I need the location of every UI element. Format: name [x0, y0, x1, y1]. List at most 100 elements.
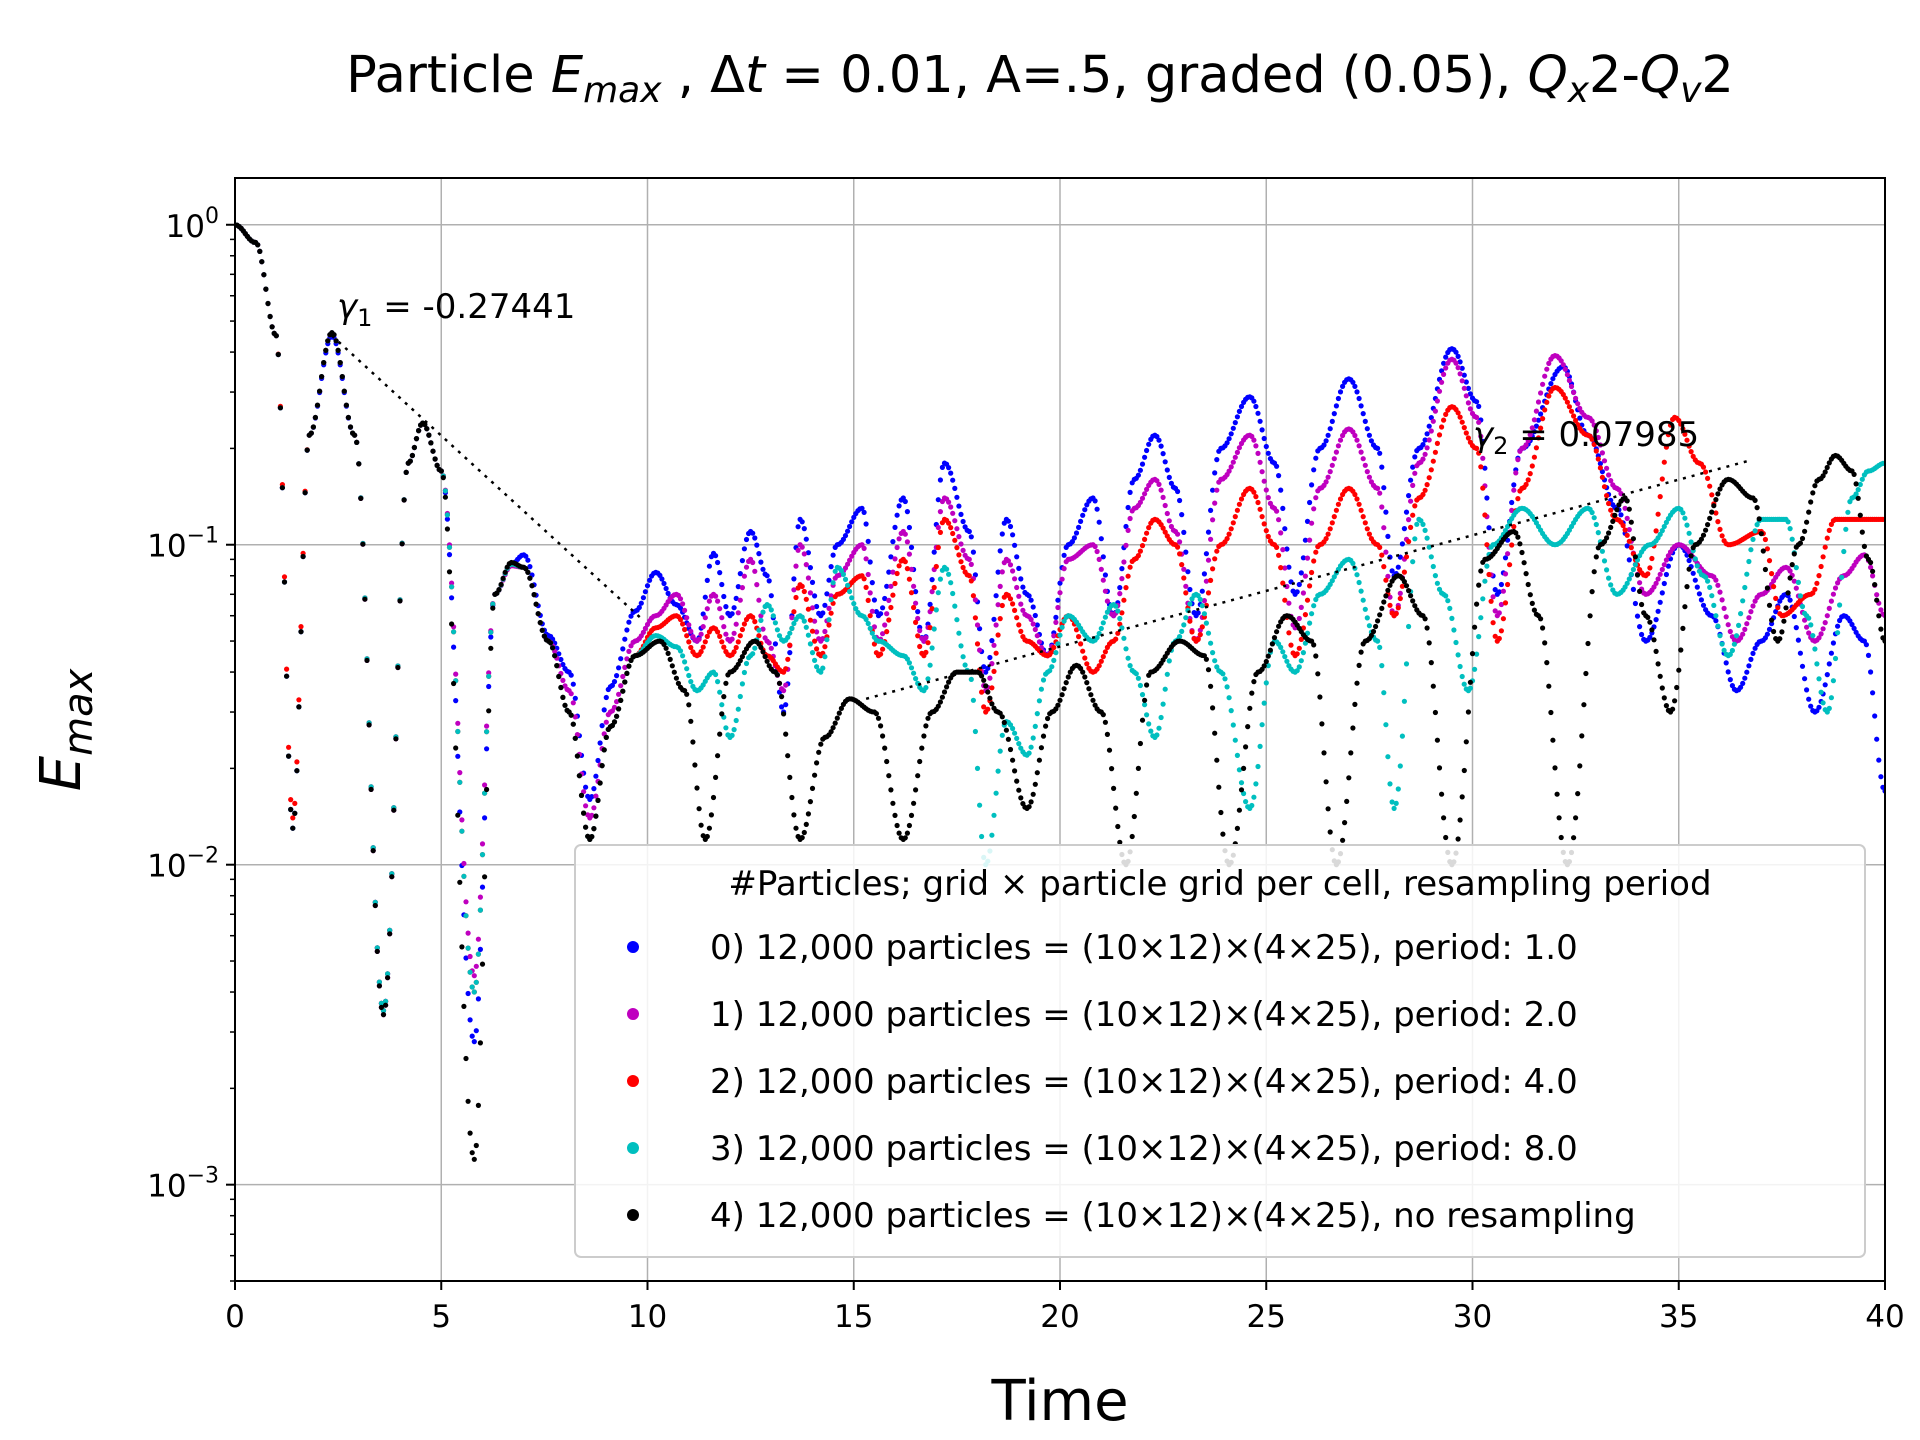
data-point — [731, 630, 737, 636]
data-point — [845, 561, 851, 567]
data-point — [1457, 359, 1463, 365]
data-point — [488, 645, 494, 651]
data-point — [908, 566, 915, 572]
data-point — [444, 512, 450, 518]
data-point — [1839, 574, 1845, 580]
data-point — [1036, 639, 1042, 645]
data-point — [1659, 566, 1665, 573]
data-point — [871, 624, 878, 630]
data-point — [1113, 603, 1119, 609]
data-point — [735, 639, 741, 645]
data-point — [1696, 591, 1702, 597]
data-point — [688, 628, 694, 635]
data-point — [787, 642, 793, 648]
data-point — [696, 806, 702, 812]
data-point — [906, 551, 913, 557]
data-point — [1740, 631, 1746, 637]
data-point — [706, 563, 713, 569]
data-point — [1424, 482, 1430, 488]
data-point — [1175, 488, 1181, 495]
data-point — [486, 673, 492, 679]
data-point — [1659, 528, 1665, 534]
data-point — [958, 541, 964, 547]
data-point — [1098, 566, 1104, 572]
data-point — [459, 817, 465, 823]
data-point — [665, 590, 671, 597]
data-point — [929, 577, 935, 583]
data-point — [1160, 701, 1166, 707]
data-point — [713, 774, 719, 781]
data-point — [1474, 445, 1480, 451]
data-point — [1119, 576, 1125, 582]
data-point — [1183, 549, 1189, 555]
data-point — [1430, 683, 1436, 689]
data-point — [741, 573, 748, 579]
data-point — [1793, 625, 1799, 631]
data-point — [956, 630, 962, 636]
data-point — [1513, 470, 1519, 476]
data-point — [1263, 680, 1269, 686]
data-point — [1822, 469, 1828, 475]
data-point — [750, 614, 756, 620]
data-point — [1117, 585, 1123, 591]
data-point — [593, 813, 599, 819]
data-point — [888, 554, 894, 560]
data-point — [432, 456, 438, 462]
data-point — [869, 608, 875, 614]
data-point — [1659, 685, 1665, 691]
data-point — [1787, 568, 1793, 574]
data-point — [756, 597, 762, 603]
data-point — [1412, 454, 1418, 460]
data-point — [739, 626, 746, 633]
legend-marker-0 — [627, 941, 639, 953]
data-point — [475, 951, 481, 957]
data-point — [451, 629, 457, 635]
data-point — [1210, 517, 1216, 523]
data-point — [1348, 750, 1354, 756]
data-point — [1018, 601, 1024, 607]
data-point — [1610, 518, 1616, 525]
data-point — [1622, 527, 1628, 533]
data-point — [723, 725, 729, 731]
data-point — [1127, 663, 1133, 669]
data-point — [1463, 430, 1469, 436]
data-point — [764, 573, 770, 579]
data-point — [1014, 778, 1020, 784]
data-point — [455, 753, 461, 759]
data-point — [449, 580, 455, 586]
data-point — [389, 874, 395, 880]
data-point — [1354, 437, 1360, 443]
data-point — [1420, 491, 1426, 498]
data-point — [902, 835, 908, 841]
data-point — [1251, 437, 1257, 443]
data-point — [1205, 667, 1212, 673]
data-point — [989, 661, 995, 667]
data-point — [849, 595, 855, 601]
data-point — [776, 633, 783, 639]
data-point — [1296, 645, 1302, 651]
data-point — [1655, 608, 1661, 614]
data-point — [1350, 379, 1356, 385]
data-point — [1135, 472, 1141, 478]
data-point — [286, 744, 292, 750]
data-point — [1773, 595, 1779, 602]
data-point — [752, 535, 758, 541]
data-point — [292, 810, 298, 816]
legend-entry-0: 0) 12,000 particles = (10×12)×(4×25), pe… — [627, 928, 1578, 968]
data-point — [430, 448, 436, 454]
data-point — [1160, 525, 1166, 531]
data-point — [1804, 687, 1810, 693]
data-point — [721, 593, 727, 600]
data-point — [1457, 371, 1463, 377]
data-point — [1474, 414, 1480, 420]
data-point — [595, 757, 601, 764]
data-point — [1682, 431, 1688, 437]
data-point — [1810, 633, 1816, 639]
data-point — [1257, 506, 1263, 512]
data-point — [737, 633, 743, 639]
data-point — [702, 594, 708, 600]
data-point — [902, 559, 908, 565]
data-point — [741, 621, 748, 627]
data-point — [484, 723, 490, 729]
data-point — [337, 360, 343, 366]
